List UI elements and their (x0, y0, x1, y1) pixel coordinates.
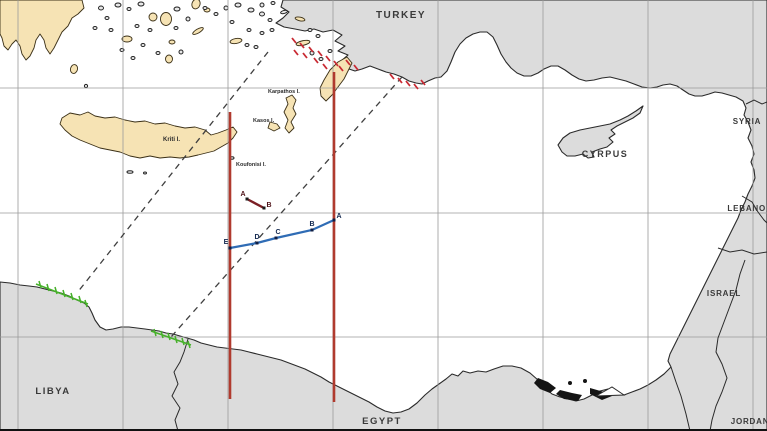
island-label-kriti: Kriti I. (163, 137, 180, 143)
blue-point-b (310, 228, 314, 232)
border-lebanon-syria (741, 195, 767, 224)
country-label-egypt: EGYPT (362, 416, 402, 427)
border-israel-jordan (709, 259, 746, 431)
country-borders (171, 99, 767, 431)
blue-point-d (255, 241, 259, 245)
country-label-turkey: TURKEY (376, 10, 426, 21)
country-labels: TURKEY CYRPUS SYRIA LEBANON ISRAEL JORDA… (35, 10, 767, 427)
country-label-lebanon: LEBANON (727, 204, 767, 213)
crete (59, 111, 238, 159)
red-segment-label-a: A (240, 191, 245, 198)
blue-point-label-b: B (309, 221, 314, 228)
greek-islands (0, 0, 353, 159)
border-egypt-israel (670, 366, 691, 431)
border-libya-egypt (171, 338, 189, 431)
island-label-kasos: Kasos I. (253, 118, 275, 124)
delta-lake (595, 386, 626, 397)
green-coast-ticks (35, 280, 192, 349)
red-segment-point-b (262, 206, 266, 210)
peloponnese (0, 0, 85, 61)
blue-point-c (274, 236, 278, 240)
island-label-karpathos: Karpathos I. (268, 89, 300, 95)
dashed-line-east (170, 76, 403, 338)
red-meridian-lines (228, 72, 336, 402)
country-label-israel: ISRAEL (707, 289, 741, 298)
blue-point-e (228, 246, 232, 250)
blue-point-label-a: A (336, 213, 341, 220)
dashed-line-west (76, 51, 269, 294)
blue-point-a (332, 218, 336, 222)
cyprus-island (557, 105, 644, 159)
country-label-syria: SYRIA (733, 117, 761, 126)
red-segment-point-a (245, 197, 249, 201)
country-label-libya: LIBYA (35, 386, 70, 397)
red-segment-label-b: B (266, 202, 271, 209)
border-turkey-syria (745, 99, 767, 105)
kasos (267, 121, 281, 132)
red-segment-ab: A B (240, 191, 272, 210)
red-coast-ticks (291, 37, 426, 90)
blue-point-label-e: E (224, 239, 229, 246)
border-lebanon-israel (717, 247, 767, 255)
island-label-koufonisi: Koufonisi I. (236, 162, 266, 168)
island-labels: Kriti I. Karpathos I. Kasos I. Koufonisi… (163, 89, 300, 168)
karpathos (283, 94, 297, 134)
dashed-boundary-lines (76, 51, 403, 338)
country-label-cyprus: CYRPUS (582, 149, 629, 159)
country-label-jordan: JORDAN (731, 417, 767, 426)
blue-point-label-c: C (275, 229, 280, 236)
blue-boundary-line: A B C D E (224, 213, 342, 250)
rhodes (319, 56, 353, 102)
blue-point-label-d: D (254, 234, 259, 241)
